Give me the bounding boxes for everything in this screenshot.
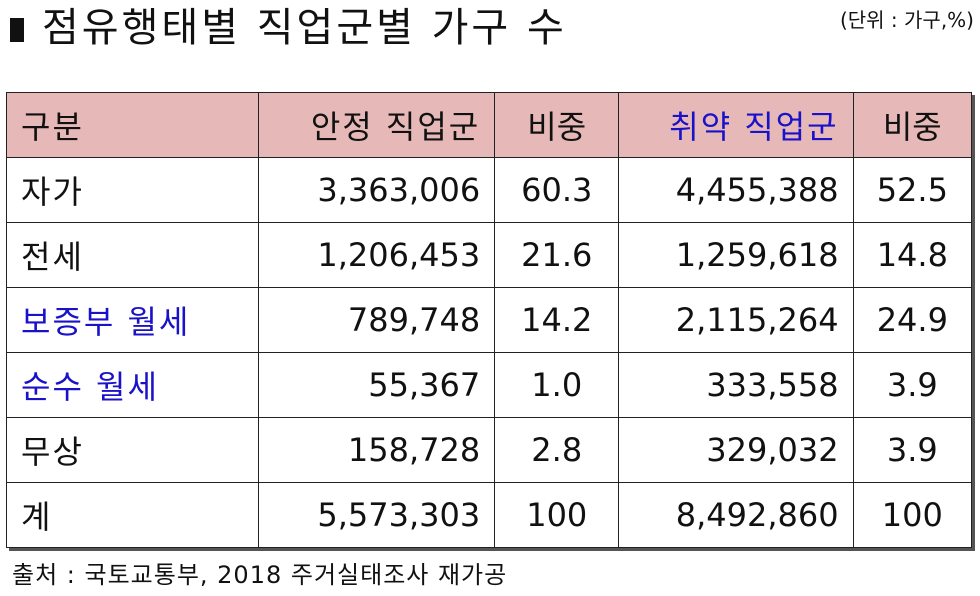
stable-count: 55,367 <box>257 352 496 418</box>
vulnerable-count: 2,115,264 <box>618 287 854 353</box>
row-label: 자가 <box>6 157 259 223</box>
header-vulnerable-ratio: 비중 <box>852 92 973 158</box>
header-vulnerable-jobs: 취약 직업군 <box>618 92 854 158</box>
stable-count: 158,728 <box>257 417 496 483</box>
household-table: 구분 안정 직업군 비중 취약 직업군 비중 자가 3,363,006 60.3… <box>6 92 973 548</box>
stable-ratio: 1.0 <box>494 352 620 418</box>
vulnerable-ratio: 3.9 <box>852 352 973 418</box>
stable-count: 5,573,303 <box>257 482 496 548</box>
title-row: 점유행태별 직업군별 가구 수 (단위 : 가구,%) <box>6 0 974 60</box>
table-row: 무상 158,728 2.8 329,032 3.9 <box>6 417 973 483</box>
table-row: 계 5,573,303 100 8,492,860 100 <box>6 482 973 548</box>
row-label: 전세 <box>6 222 259 288</box>
unit-label: (단위 : 가구,%) <box>839 8 974 32</box>
table-header-row: 구분 안정 직업군 비중 취약 직업군 비중 <box>6 92 973 158</box>
stable-ratio: 2.8 <box>494 417 620 483</box>
source-note: 출처 : 국토교통부, 2018 주거실태조사 재가공 <box>12 561 508 589</box>
title-bullet-icon <box>10 18 24 42</box>
stable-ratio: 21.6 <box>494 222 620 288</box>
vulnerable-count: 333,558 <box>618 352 854 418</box>
vulnerable-ratio: 24.9 <box>852 287 973 353</box>
header-category: 구분 <box>6 92 259 158</box>
vulnerable-count: 8,492,860 <box>618 482 854 548</box>
row-label: 무상 <box>6 417 259 483</box>
vulnerable-count: 4,455,388 <box>618 157 854 223</box>
vulnerable-ratio: 3.9 <box>852 417 973 483</box>
header-stable-jobs: 안정 직업군 <box>257 92 496 158</box>
row-label: 순수 월세 <box>6 352 259 418</box>
stable-ratio: 100 <box>494 482 620 548</box>
row-label: 계 <box>6 482 259 548</box>
vulnerable-count: 1,259,618 <box>618 222 854 288</box>
row-label: 보증부 월세 <box>6 287 259 353</box>
vulnerable-ratio: 52.5 <box>852 157 973 223</box>
stable-count: 3,363,006 <box>257 157 496 223</box>
table-row: 전세 1,206,453 21.6 1,259,618 14.8 <box>6 222 973 288</box>
header-stable-ratio: 비중 <box>494 92 620 158</box>
vulnerable-ratio: 14.8 <box>852 222 973 288</box>
stable-ratio: 14.2 <box>494 287 620 353</box>
table-row: 자가 3,363,006 60.3 4,455,388 52.5 <box>6 157 973 223</box>
vulnerable-count: 329,032 <box>618 417 854 483</box>
table-row: 순수 월세 55,367 1.0 333,558 3.9 <box>6 352 973 418</box>
page-title: 점유행태별 직업군별 가구 수 <box>42 5 567 51</box>
table-row: 보증부 월세 789,748 14.2 2,115,264 24.9 <box>6 287 973 353</box>
stable-ratio: 60.3 <box>494 157 620 223</box>
stable-count: 1,206,453 <box>257 222 496 288</box>
vulnerable-ratio: 100 <box>852 482 973 548</box>
stable-count: 789,748 <box>257 287 496 353</box>
